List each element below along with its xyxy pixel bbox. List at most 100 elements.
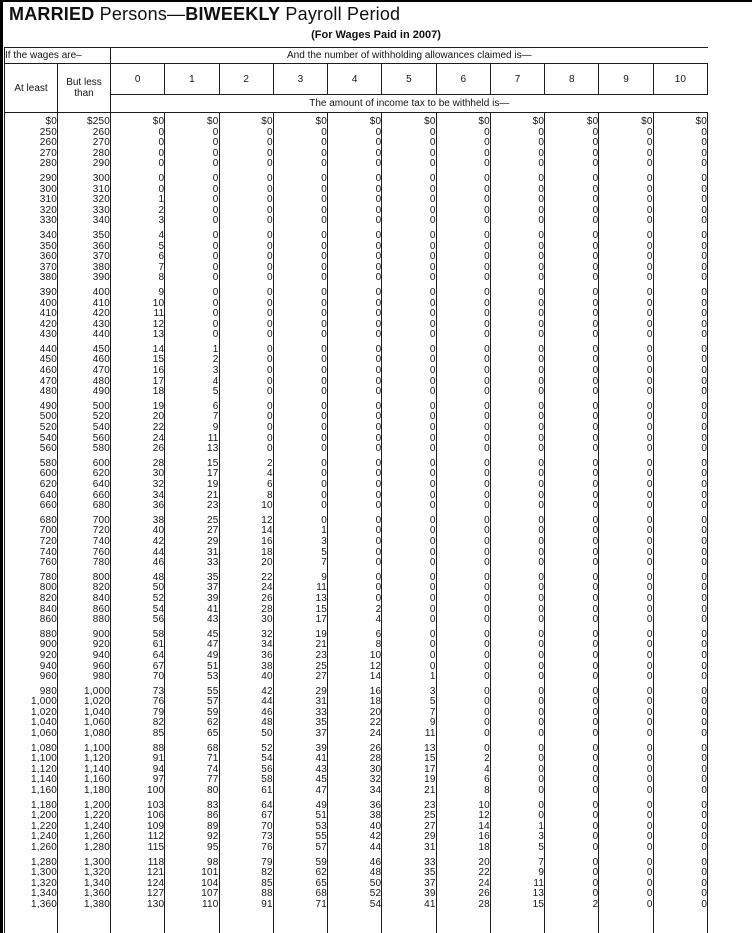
tax-amount-cell: 0	[598, 454, 654, 470]
col-header-at-least: At least	[4, 63, 58, 113]
tax-amount-cell: 0	[273, 501, 329, 512]
tax-amount-cell: 0	[544, 262, 600, 274]
tax-amount-cell: 0	[544, 671, 600, 683]
tax-amount-cell: 0	[327, 490, 383, 502]
wage-but-less-cell: 400	[57, 283, 111, 299]
tax-amount-cell: 0	[653, 340, 709, 356]
tax-amount-cell: 0	[490, 511, 546, 527]
tax-amount-cell: 121	[110, 868, 166, 879]
tax-amount-cell: 88	[219, 889, 274, 900]
scan-edge-left	[0, 0, 3, 933]
tax-amount-cell: 0	[381, 640, 437, 651]
wage-at-least-cell: 1,080	[4, 739, 58, 755]
table-row: 370 380 7 0 0 0 0 0 0 0 0 0 0	[4, 262, 709, 274]
tax-amount-cell: 0	[598, 330, 654, 341]
tax-amount-cell: 27	[381, 821, 437, 833]
tax-amount-cell: 0	[544, 853, 600, 869]
tax-amount-cell: 52	[327, 889, 383, 900]
tax-amount-cell: 0	[490, 433, 546, 445]
tax-amount-cell: 0	[219, 283, 274, 299]
tax-amount-cell: 1	[490, 821, 546, 833]
wage-but-less-cell: 1,360	[57, 889, 111, 900]
tax-amount-cell: 0	[598, 707, 654, 719]
tax-amount-cell: 0	[544, 330, 600, 341]
tax-amount-cell: 0	[490, 412, 546, 424]
tax-amount-cell: 0	[490, 811, 546, 822]
tax-amount-cell: 51	[164, 661, 220, 673]
spacer-cell	[57, 910, 111, 933]
wage-at-least-cell: 350	[4, 241, 58, 253]
tax-amount-cell: 0	[653, 138, 709, 149]
table-row: 720 740 42 29 16 3 0 0 0 0 0 0 0	[4, 536, 709, 548]
tax-amount-cell: 0	[544, 625, 600, 641]
tax-amount-cell: 0	[653, 899, 709, 911]
tax-amount-cell: 0	[653, 169, 709, 185]
tax-amount-cell: 112	[110, 832, 166, 843]
tax-amount-cell: 0	[598, 682, 654, 698]
tax-amount-cell: 0	[653, 671, 709, 683]
tax-amount-cell: 4	[327, 615, 383, 626]
wage-at-least-cell: 1,020	[4, 707, 58, 719]
tax-amount-cell: 0	[381, 583, 437, 594]
tax-amount-cell: 4	[110, 226, 166, 242]
tax-amount-cell: 0	[273, 469, 329, 480]
tax-amount-cell: 0	[653, 433, 709, 445]
tax-amount-cell: 0	[598, 283, 654, 299]
table-spacer-row	[4, 910, 709, 933]
tax-amount-cell: 28	[110, 454, 166, 470]
tax-amount-cell: 47	[164, 640, 220, 651]
tax-amount-cell: 0	[653, 205, 709, 217]
tax-amount-cell: 0	[381, 127, 437, 139]
tax-amount-cell: 4	[164, 376, 220, 388]
tax-amount-cell: 6	[436, 775, 491, 787]
wage-but-less-cell: 290	[57, 159, 111, 170]
wage-at-least-cell: 440	[4, 340, 58, 356]
tax-amount-cell: 0	[327, 422, 383, 434]
tax-amount-cell: 0	[544, 148, 600, 160]
tax-amount-cell: 42	[110, 536, 166, 548]
tax-amount-cell: 0	[544, 355, 600, 367]
tax-amount-cell: 0	[381, 568, 437, 584]
tax-amount-cell: 42	[327, 832, 383, 843]
tax-amount-cell: 0	[164, 262, 220, 274]
tax-amount-cell: 0	[490, 298, 546, 310]
tax-amount-cell: 92	[164, 832, 220, 843]
wage-but-less-cell: 1,320	[57, 868, 111, 879]
wage-at-least-cell: 620	[4, 479, 58, 491]
tax-amount-cell: 0	[544, 775, 600, 787]
tax-amount-cell: 0	[598, 444, 654, 455]
tax-amount-cell: 0	[219, 355, 274, 367]
tax-amount-cell: 0	[490, 422, 546, 434]
tax-amount-cell: 0	[436, 138, 491, 149]
tax-amount-cell: 0	[598, 899, 654, 911]
tax-amount-cell: 0	[490, 615, 546, 626]
spacer-cell	[273, 910, 329, 933]
tax-amount-cell: 0	[490, 169, 546, 185]
tax-amount-cell: $0	[544, 112, 600, 128]
tax-amount-cell: 30	[327, 764, 383, 776]
tax-amount-cell: 15	[381, 754, 437, 765]
tax-amount-cell: 0	[598, 796, 654, 812]
tax-amount-cell: 0	[164, 252, 220, 263]
tax-amount-cell: 0	[219, 308, 274, 320]
table-row: 290 300 0 0 0 0 0 0 0 0 0 0 0	[4, 169, 709, 185]
tax-amount-cell: 70	[110, 671, 166, 683]
tax-amount-cell: 0	[110, 148, 166, 160]
wage-but-less-cell: 1,180	[57, 785, 111, 797]
tax-amount-cell: 0	[327, 226, 383, 242]
title-biweekly: BIWEEKLY	[185, 4, 281, 24]
spacer-cell	[436, 910, 491, 933]
tax-amount-cell: 6	[110, 252, 166, 263]
tax-amount-cell: 0	[436, 184, 491, 196]
tax-amount-cell: 0	[219, 226, 274, 242]
tax-amount-cell: 0	[273, 138, 329, 149]
tax-amount-cell: 0	[490, 241, 546, 253]
tax-amount-cell: 0	[273, 241, 329, 253]
wage-at-least-cell: 840	[4, 604, 58, 616]
wage-at-least-cell: 920	[4, 650, 58, 662]
table-row: 390 400 9 0 0 0 0 0 0 0 0 0 0	[4, 283, 709, 299]
wage-at-least-cell: 760	[4, 558, 58, 569]
tax-amount-cell: 9	[110, 283, 166, 299]
tax-amount-cell: 0	[381, 273, 437, 284]
tax-amount-cell: 18	[327, 697, 383, 708]
